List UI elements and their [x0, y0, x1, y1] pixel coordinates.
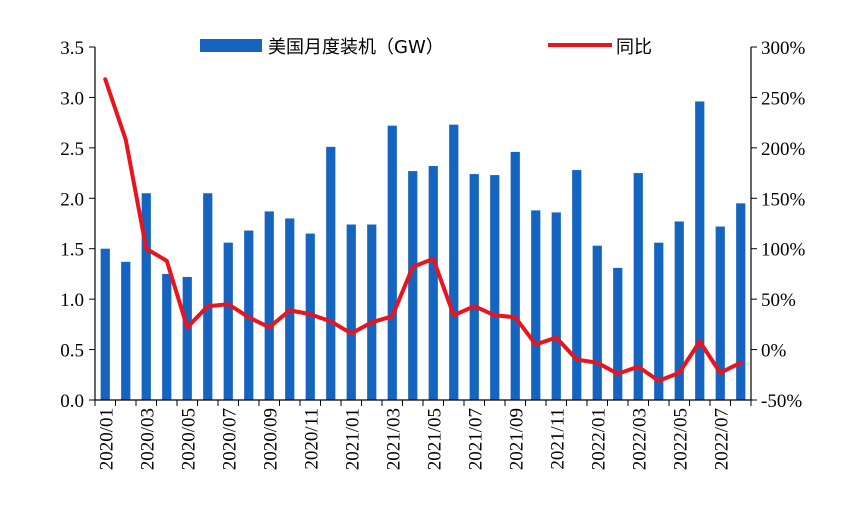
x-tick-label: 2021/11	[547, 408, 568, 470]
bar-2022-04	[654, 242, 664, 400]
bar-2021-04	[408, 171, 418, 400]
yoy-line	[103, 77, 743, 383]
right-tick-label: -50%	[761, 391, 802, 412]
legend: 美国月度装机（GW） 同比	[200, 37, 652, 58]
left-tick-label: 3.5	[60, 38, 84, 59]
bar-2020-03	[141, 193, 151, 400]
bar-2021-03	[387, 125, 397, 401]
left-tick-label: 1.0	[60, 290, 84, 311]
x-tick-label: 2021/09	[506, 408, 527, 470]
x-tick-label: 2022/01	[588, 408, 609, 470]
x-tick-label: 2020/03	[137, 408, 158, 470]
bar-2022-06	[695, 101, 705, 401]
bar-2022-05	[674, 221, 684, 400]
x-tick-label: 2022/05	[670, 408, 691, 470]
bar-2022-01	[592, 245, 602, 400]
bar-2021-12	[572, 170, 582, 400]
x-tick-label: 2021/01	[342, 408, 363, 470]
bar-2020-11	[305, 233, 315, 400]
bar-2020-07	[223, 242, 233, 400]
left-tick-label: 0.0	[60, 391, 84, 412]
left-tick-label: 2.0	[60, 189, 84, 210]
bar-series	[100, 101, 746, 401]
bar-2022-08	[736, 203, 746, 400]
right-tick-label: 200%	[761, 139, 806, 160]
axes: 0.0 0.5 1.0 1.5 2.0 2.5 3.0 3.5 -50% 0% 50% 100% 150…	[60, 38, 805, 470]
bar-2021-02	[367, 224, 377, 400]
right-tick-label: 150%	[761, 189, 806, 210]
bar-2021-08	[490, 175, 500, 400]
x-tick-label: 2021/07	[465, 408, 486, 470]
bar-2022-02	[613, 267, 623, 400]
bar-2021-05	[428, 166, 438, 400]
bar-2021-11	[551, 212, 561, 400]
x-tick-label: 2021/03	[383, 408, 404, 470]
legend-line-label: 同比	[616, 37, 652, 58]
bar-2020-09	[264, 211, 274, 400]
x-tick-label: 2020/07	[219, 408, 240, 470]
bar-2021-07	[469, 174, 479, 400]
bar-2022-07	[715, 226, 725, 400]
bar-2020-01	[100, 248, 110, 400]
bar-2020-12	[326, 146, 336, 400]
bar-2021-09	[510, 151, 520, 400]
right-tick-label: 0%	[761, 341, 787, 362]
right-tick-label: 300%	[761, 38, 806, 59]
bar-2021-06	[449, 124, 459, 400]
bar-2020-05	[182, 276, 192, 400]
bar-2021-10	[531, 210, 541, 400]
right-tick-label: 100%	[761, 240, 806, 261]
left-tick-label: 2.5	[60, 139, 84, 160]
x-tick-label: 2020/01	[96, 408, 117, 470]
legend-bar-swatch	[200, 39, 262, 52]
left-tick-label: 3.0	[60, 88, 84, 109]
bar-2022-03	[633, 173, 643, 400]
x-tick-label: 2020/09	[260, 408, 281, 470]
right-tick-label: 50%	[761, 290, 796, 311]
x-tick-label: 2021/05	[424, 408, 445, 470]
bar-2021-01	[346, 224, 356, 400]
x-tick-label: 2020/11	[301, 408, 322, 470]
bar-2020-06	[203, 193, 213, 400]
legend-bar-label: 美国月度装机（GW）	[268, 37, 444, 58]
right-tick-label: 250%	[761, 88, 806, 109]
x-tick-label: 2020/05	[178, 408, 199, 470]
x-tick-label: 2022/03	[629, 408, 650, 470]
bar-2020-04	[162, 273, 172, 400]
line-series	[103, 77, 743, 383]
bar-2020-02	[121, 261, 131, 400]
x-tick-label: 2022/07	[711, 408, 732, 470]
left-tick-label: 1.5	[60, 240, 84, 261]
left-tick-label: 0.5	[60, 341, 84, 362]
